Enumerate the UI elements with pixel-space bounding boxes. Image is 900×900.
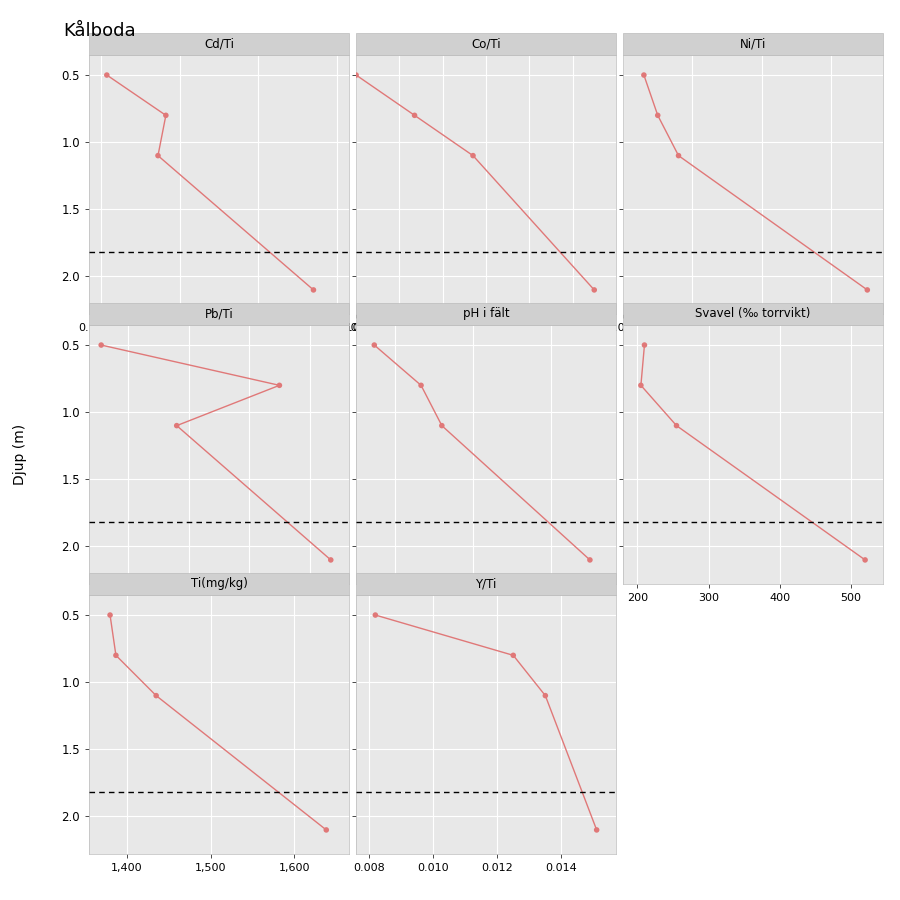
Point bbox=[94, 338, 108, 352]
Point bbox=[538, 688, 553, 703]
Text: Ni/Ti: Ni/Ti bbox=[740, 38, 766, 50]
Point bbox=[320, 823, 334, 837]
Point bbox=[158, 108, 173, 122]
FancyBboxPatch shape bbox=[89, 303, 349, 325]
Point bbox=[435, 418, 449, 433]
Text: Kålboda: Kålboda bbox=[63, 22, 136, 40]
Point bbox=[100, 68, 114, 82]
Text: Ti(mg/kg): Ti(mg/kg) bbox=[191, 578, 248, 590]
Text: Co/Ti: Co/Ti bbox=[472, 38, 500, 50]
Point bbox=[858, 553, 872, 567]
Point bbox=[636, 68, 651, 82]
FancyBboxPatch shape bbox=[356, 33, 616, 55]
FancyBboxPatch shape bbox=[89, 33, 349, 55]
Point bbox=[590, 823, 604, 837]
Point bbox=[109, 648, 123, 662]
Point bbox=[103, 608, 117, 622]
Point bbox=[587, 283, 601, 297]
Point bbox=[671, 148, 686, 163]
FancyBboxPatch shape bbox=[623, 303, 883, 325]
Point bbox=[306, 283, 320, 297]
Point bbox=[367, 338, 382, 352]
FancyBboxPatch shape bbox=[356, 573, 616, 595]
Text: Cd/Ti: Cd/Ti bbox=[204, 38, 234, 50]
Point bbox=[169, 418, 184, 433]
Point bbox=[272, 378, 286, 392]
Text: Svavel (‰ torrvikt): Svavel (‰ torrvikt) bbox=[696, 308, 811, 320]
Point bbox=[637, 338, 652, 352]
Point bbox=[634, 378, 648, 392]
Point bbox=[582, 553, 597, 567]
Text: pH i fält: pH i fält bbox=[463, 308, 509, 320]
Point bbox=[506, 648, 520, 662]
FancyBboxPatch shape bbox=[89, 573, 349, 595]
Point bbox=[349, 68, 364, 82]
Text: Y/Ti: Y/Ti bbox=[475, 578, 497, 590]
FancyBboxPatch shape bbox=[623, 33, 883, 55]
Point bbox=[651, 108, 665, 122]
Point bbox=[148, 688, 163, 703]
Text: Djup (m): Djup (m) bbox=[13, 424, 27, 485]
Text: Pb/Ti: Pb/Ti bbox=[204, 308, 233, 320]
Point bbox=[466, 148, 481, 163]
Point bbox=[324, 553, 338, 567]
Point bbox=[368, 608, 382, 622]
FancyBboxPatch shape bbox=[356, 303, 616, 325]
Point bbox=[408, 108, 422, 122]
Point bbox=[414, 378, 428, 392]
Point bbox=[151, 148, 166, 163]
Point bbox=[670, 418, 684, 433]
Point bbox=[860, 283, 875, 297]
